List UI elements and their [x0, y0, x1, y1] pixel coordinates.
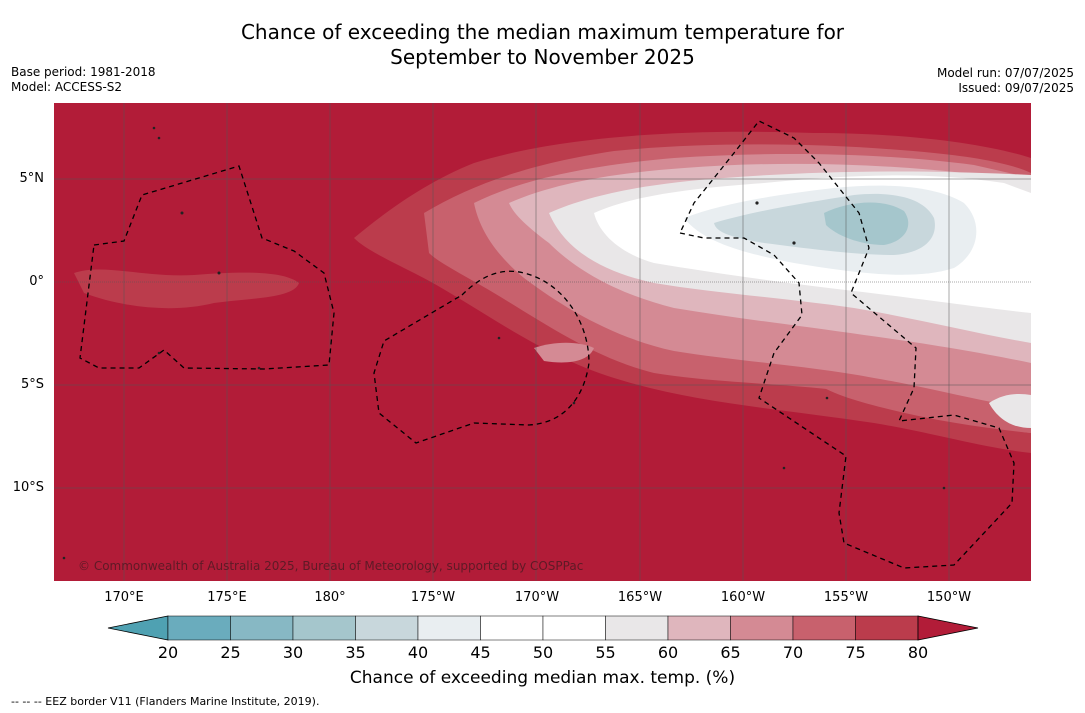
island [157, 351, 161, 355]
gridlines [54, 103, 1031, 581]
colorbar-segments [107, 615, 979, 641]
colorbar-segment [480, 615, 544, 641]
forecast-map [54, 103, 1031, 581]
eez-borders [79, 120, 1015, 569]
base-period: Base period: 1981-2018 [11, 65, 156, 79]
model-run: Model run: 07/07/2025 [936, 66, 1074, 80]
colorbar-tick-label: 40 [407, 643, 429, 662]
lat-label-5s: 5°S [20, 377, 44, 392]
island [572, 401, 576, 405]
island [942, 486, 946, 490]
island [217, 271, 221, 275]
lon-label-170w: 170°W [514, 590, 560, 605]
lon-label-175e: 175°E [207, 590, 247, 605]
lon-label-155w: 155°W [823, 590, 869, 605]
lat-label-10s: 10°S [12, 480, 44, 495]
colorbar-tick-label: 80 [907, 643, 929, 662]
island [62, 556, 66, 560]
colorbar-tick-label: 55 [595, 643, 616, 662]
colorbar-segment [355, 615, 419, 641]
lon-label-150w: 150°W [926, 590, 972, 605]
eez-tokelau [373, 270, 590, 444]
colorbar-extend-high [917, 615, 979, 641]
lon-label-165w: 165°W [617, 590, 663, 605]
contour-60-patch-east [989, 393, 1031, 428]
colorbar-tick-label: 70 [782, 643, 804, 662]
colorbar-segment [855, 615, 919, 641]
contour-75-west [74, 269, 299, 309]
colorbar-segment [605, 615, 669, 641]
island [157, 136, 161, 140]
colorbar-tick-label: 20 [157, 643, 179, 662]
island [497, 336, 501, 340]
issued-date: Issued: 09/07/2025 [958, 81, 1074, 95]
island [792, 241, 796, 245]
eez-legend: -- -- -- EEZ border V11 (Flanders Marine… [11, 695, 320, 708]
lat-label-0: 0° [29, 274, 44, 289]
colorbar-segment [730, 615, 794, 641]
title-line-1: Chance of exceeding the median maximum t… [240, 20, 845, 44]
colorbar-segment [230, 615, 294, 641]
colorbar-tick-label: 25 [220, 643, 241, 662]
eez-tuvalu [79, 165, 335, 370]
island [257, 366, 261, 370]
lon-label-170e: 170°E [104, 590, 144, 605]
map-title: Chance of exceeding the median maximum t… [0, 20, 1085, 70]
meta-left: Base period: 1981-2018 Model: ACCESS-S2 [11, 65, 156, 95]
lat-label-5n: 5°N [19, 171, 45, 186]
copyright-notice: © Commonwealth of Australia 2025, Bureau… [78, 559, 584, 573]
colorbar-tick-label: 75 [845, 643, 866, 662]
colorbar-segment [792, 615, 856, 641]
model-name: Model: ACCESS-S2 [11, 80, 123, 94]
colorbar-tick-label: 65 [720, 643, 741, 662]
lon-label-180: 180° [314, 590, 346, 605]
island [825, 396, 829, 400]
colorbar-tick-label: 45 [470, 643, 491, 662]
contour-35 [824, 202, 909, 245]
colorbar-segment [417, 615, 481, 641]
colorbar-segment [542, 615, 606, 641]
colorbar-tick-label: 35 [345, 643, 366, 662]
title-line-2: September to November 2025 [390, 45, 695, 69]
colorbar-tick-label: 50 [532, 643, 554, 662]
eez-kiribati-line [679, 120, 1015, 569]
colorbar-title: Chance of exceeding median max. temp. (%… [349, 668, 736, 688]
islands [62, 126, 946, 560]
island [180, 211, 184, 215]
colorbar-segment [292, 615, 356, 641]
island [152, 126, 156, 130]
colorbar-tick-label: 30 [282, 643, 304, 662]
colorbar-tick-label: 60 [657, 643, 679, 662]
colorbar-segment [667, 615, 731, 641]
lon-label-160w: 160°W [720, 590, 766, 605]
colorbar-extend-low [107, 615, 169, 641]
island [782, 466, 786, 470]
island [755, 201, 759, 205]
meta-right: Model run: 07/07/2025 Issued: 09/07/2025 [937, 66, 1074, 96]
colorbar [107, 615, 979, 641]
lon-label-175w: 175°W [410, 590, 456, 605]
contour-60-patch-south [534, 342, 594, 363]
colorbar-segment [167, 615, 231, 641]
